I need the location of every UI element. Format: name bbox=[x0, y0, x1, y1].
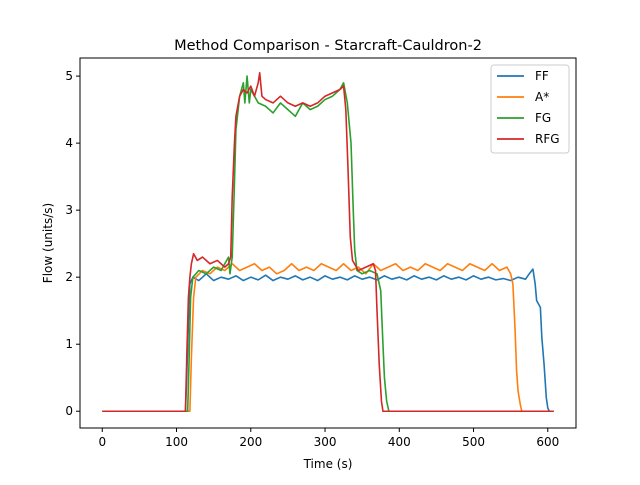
y-axis-ticks: 0 1 2 3 4 5 bbox=[65, 69, 80, 418]
x-tick-label: 100 bbox=[165, 435, 188, 449]
x-tick-label: 500 bbox=[462, 435, 485, 449]
series-line-ff bbox=[102, 268, 554, 413]
series-line-fg bbox=[102, 75, 554, 413]
series-line-a bbox=[102, 262, 554, 413]
legend: FF A* FG RFG bbox=[490, 64, 570, 154]
x-tick-label: 200 bbox=[239, 435, 262, 449]
y-tick-label: 0 bbox=[65, 404, 73, 418]
y-axis-label: Flow (units/s) bbox=[41, 203, 55, 283]
y-tick-label: 2 bbox=[65, 270, 73, 284]
y-tick-label: 5 bbox=[65, 69, 73, 83]
plot-frame bbox=[79, 57, 577, 429]
x-tick-label: 600 bbox=[536, 435, 559, 449]
legend-label: A* bbox=[535, 90, 549, 104]
x-tick-label: 0 bbox=[98, 435, 106, 449]
x-axis-label: Time (s) bbox=[303, 457, 353, 471]
legend-box bbox=[490, 64, 570, 154]
legend-label: FF bbox=[535, 69, 549, 83]
x-axis-ticks: 0 100 200 300 400 500 600 bbox=[98, 428, 559, 449]
legend-label: FG bbox=[535, 111, 551, 125]
series-line-rfg bbox=[102, 71, 554, 413]
x-tick-label: 300 bbox=[314, 435, 337, 449]
series-layer bbox=[102, 71, 554, 413]
y-tick-label: 1 bbox=[65, 337, 73, 351]
y-tick-label: 3 bbox=[65, 203, 73, 217]
legend-label: RFG bbox=[535, 132, 560, 146]
chart-title: Method Comparison - Starcraft-Cauldron-2 bbox=[174, 38, 482, 54]
y-tick-label: 4 bbox=[65, 136, 73, 150]
x-tick-label: 400 bbox=[388, 435, 411, 449]
